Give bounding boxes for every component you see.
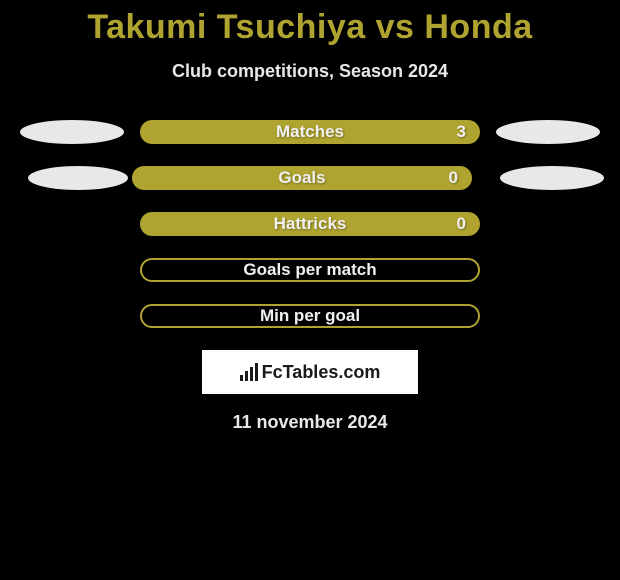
stat-row: Min per goal: [0, 304, 620, 328]
stat-value: 0: [457, 214, 466, 234]
page-subtitle: Club competitions, Season 2024: [0, 61, 620, 82]
stat-bar: Hattricks 0: [140, 212, 480, 236]
stat-row: Hattricks 0: [0, 212, 620, 236]
logo-box[interactable]: FcTables.com: [202, 350, 418, 394]
stat-rows: Matches 3 Goals 0 Hattricks 0 Goals per match M…: [0, 120, 620, 328]
page-title: Takumi Tsuchiya vs Honda: [0, 8, 620, 47]
stat-bar: Matches 3: [140, 120, 480, 144]
stat-row: Goals per match: [0, 258, 620, 282]
date-label: 11 november 2024: [0, 412, 620, 433]
stat-bar: Goals 0: [132, 166, 472, 190]
stat-bar: Goals per match: [140, 258, 480, 282]
stat-bar: Min per goal: [140, 304, 480, 328]
stat-label: Min per goal: [260, 306, 360, 326]
bars-icon: [240, 363, 258, 381]
stat-value: 0: [449, 168, 458, 188]
stat-row: Matches 3: [0, 120, 620, 144]
stat-value: 3: [457, 122, 466, 142]
stat-label: Goals: [278, 168, 325, 188]
comparison-widget: Takumi Tsuchiya vs Honda Club competitio…: [0, 0, 620, 433]
left-value-ellipse: [28, 166, 128, 190]
logo: FcTables.com: [240, 362, 381, 383]
stat-row: Goals 0: [0, 166, 620, 190]
right-value-ellipse: [500, 166, 604, 190]
stat-label: Hattricks: [274, 214, 347, 234]
right-value-ellipse: [496, 120, 600, 144]
left-value-ellipse: [20, 120, 124, 144]
logo-text: FcTables.com: [262, 362, 381, 383]
stat-label: Matches: [276, 122, 344, 142]
stat-label: Goals per match: [243, 260, 376, 280]
